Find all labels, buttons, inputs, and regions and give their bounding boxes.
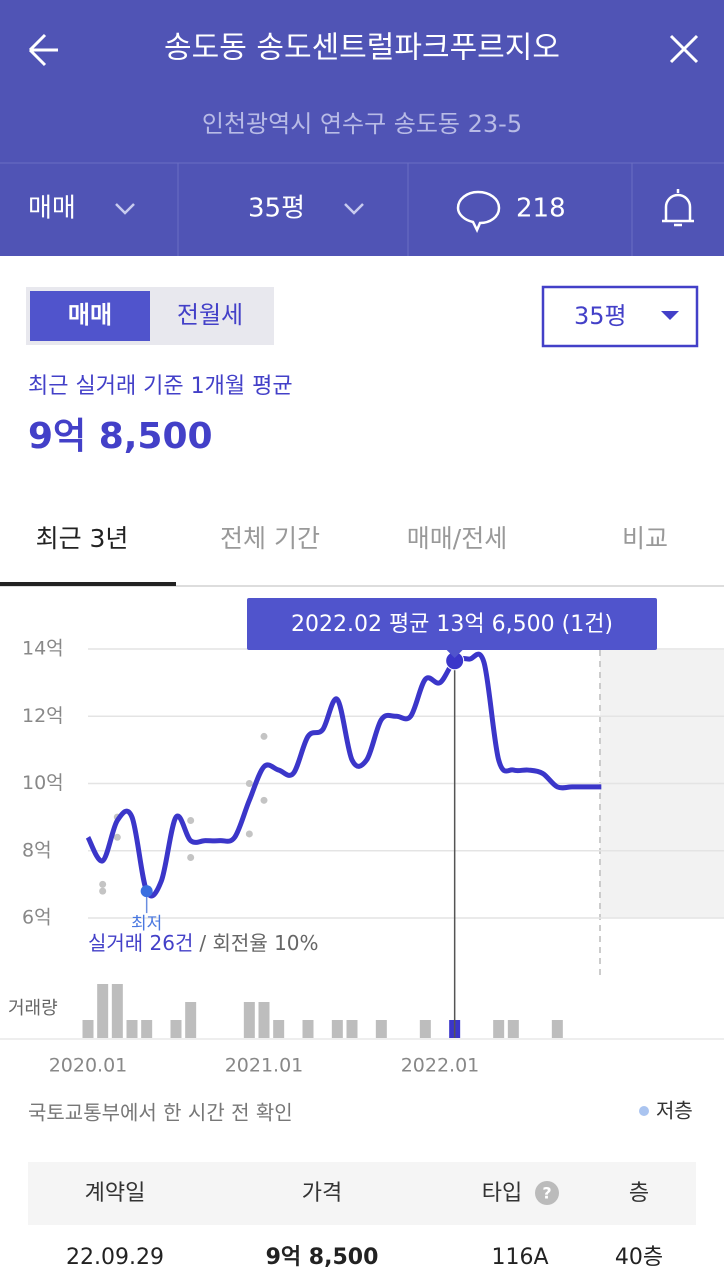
comment-count: 218 bbox=[516, 194, 566, 224]
title: 송도동 송도센트럴파크푸르지오 bbox=[164, 31, 560, 66]
x-tick-label: 2020.01 bbox=[49, 1055, 128, 1077]
dropdown-arrow bbox=[661, 311, 679, 320]
cell: 9억 8,500 bbox=[266, 1245, 379, 1270]
legend-dot bbox=[639, 1106, 649, 1116]
column-header: 계약일 bbox=[85, 1181, 146, 1206]
header-bg bbox=[0, 0, 724, 256]
trade-dot bbox=[99, 887, 107, 895]
close-button[interactable] bbox=[669, 34, 699, 64]
x-tick-label: 2022.01 bbox=[401, 1055, 480, 1077]
volume-bar bbox=[302, 1020, 314, 1038]
size-select[interactable]: 35평 bbox=[248, 194, 364, 224]
comments-button[interactable]: 218 bbox=[456, 190, 566, 233]
tab-indicator bbox=[0, 582, 176, 586]
x-tick-label: 2021.01 bbox=[225, 1055, 304, 1077]
volume-bar bbox=[97, 984, 109, 1038]
comment-icon bbox=[456, 190, 501, 233]
y-tick-label: 14억 bbox=[22, 638, 64, 660]
source-note: 국토교통부에서 한 시간 전 확인 bbox=[28, 1101, 293, 1125]
deal-type: 매매 bbox=[28, 194, 76, 224]
toggle-option[interactable]: 매매 bbox=[68, 301, 112, 329]
legend-label: 저층 bbox=[656, 1099, 693, 1123]
chevron bbox=[115, 203, 135, 215]
y-tick-label: 12억 bbox=[22, 705, 64, 727]
tab[interactable]: 매매/전세 bbox=[407, 524, 507, 553]
trade-dot bbox=[113, 833, 121, 841]
low-label: 최저 bbox=[131, 914, 162, 934]
trade-dot bbox=[187, 816, 195, 824]
volume-bar bbox=[170, 1020, 182, 1038]
tab[interactable]: 전체 기간 bbox=[220, 524, 320, 553]
trade-dot bbox=[260, 732, 268, 740]
toggle-option[interactable]: 전월세 bbox=[177, 301, 243, 329]
help-icon[interactable] bbox=[535, 1181, 559, 1205]
volume-bar bbox=[243, 1002, 255, 1038]
column-header: 가격 bbox=[302, 1181, 342, 1206]
toggle-active[interactable] bbox=[30, 291, 150, 341]
table-header-bg bbox=[28, 1162, 696, 1225]
tooltip-text: 2022.02 평균 13억 6,500 (1건) bbox=[291, 612, 613, 637]
chevron bbox=[344, 203, 364, 215]
tooltip-pointer bbox=[446, 650, 463, 658]
low-point bbox=[140, 885, 153, 898]
volume-bar bbox=[141, 1020, 153, 1038]
turnover: / 회전율 10% bbox=[199, 931, 318, 955]
column-header: 타입 bbox=[482, 1181, 522, 1206]
trade-dot bbox=[260, 796, 268, 804]
volume-bar bbox=[493, 1020, 505, 1038]
size-dropdown-value: 35평 bbox=[574, 302, 627, 330]
y-tick-label: 10억 bbox=[22, 772, 64, 794]
summary-label: 최근 실거래 기준 1개월 평균 bbox=[28, 374, 293, 399]
trade-dot bbox=[245, 830, 253, 838]
cell: 116A bbox=[491, 1245, 548, 1270]
back-button[interactable] bbox=[28, 33, 58, 67]
y-tick-label: 6억 bbox=[22, 907, 52, 929]
volume-label: 거래량 bbox=[8, 998, 58, 1019]
trade-dot bbox=[187, 853, 195, 861]
volume-bar bbox=[82, 1020, 94, 1038]
trade-count: 실거래 26건 bbox=[88, 931, 193, 955]
volume-bar bbox=[375, 1020, 387, 1038]
volume-bar bbox=[185, 1002, 197, 1038]
price-chart: 거래량 6억 8억 10억 12억 14억 2020.01 2021.01 2022.01 최저… bbox=[0, 598, 724, 1077]
help-icon-glyph: ? bbox=[542, 1184, 551, 1203]
y-tick-label: 8억 bbox=[22, 839, 52, 861]
trade-stats: 실거래 26건 / 회전율 10% bbox=[88, 931, 319, 955]
volume-bar bbox=[258, 1002, 270, 1038]
column-header: 층 bbox=[629, 1181, 649, 1206]
price-line bbox=[85, 651, 602, 899]
volume-bar bbox=[346, 1020, 358, 1038]
address: 인천광역시 연수구 송도동 23-5 bbox=[202, 110, 522, 138]
summary-price: 9억 8,500 bbox=[28, 416, 213, 457]
deal-type-select[interactable]: 매매 bbox=[28, 194, 135, 224]
volume-bar bbox=[551, 1020, 563, 1038]
tab[interactable]: 비교 bbox=[622, 524, 668, 553]
trade-dot bbox=[99, 880, 107, 888]
tooltip-box bbox=[247, 598, 657, 650]
volume-bar bbox=[419, 1020, 431, 1038]
cell: 40층 bbox=[615, 1245, 663, 1270]
volume-bar bbox=[126, 1020, 138, 1038]
volume-bar bbox=[111, 984, 123, 1038]
size: 35평 bbox=[248, 194, 305, 224]
volume-bar bbox=[273, 1020, 285, 1038]
alert-button[interactable] bbox=[662, 189, 694, 227]
cell: 22.09.29 bbox=[66, 1245, 164, 1270]
trade-dot bbox=[245, 780, 253, 787]
tab[interactable]: 최근 3년 bbox=[36, 524, 129, 553]
volume-bar bbox=[331, 1020, 343, 1038]
volume-bar bbox=[507, 1020, 519, 1038]
